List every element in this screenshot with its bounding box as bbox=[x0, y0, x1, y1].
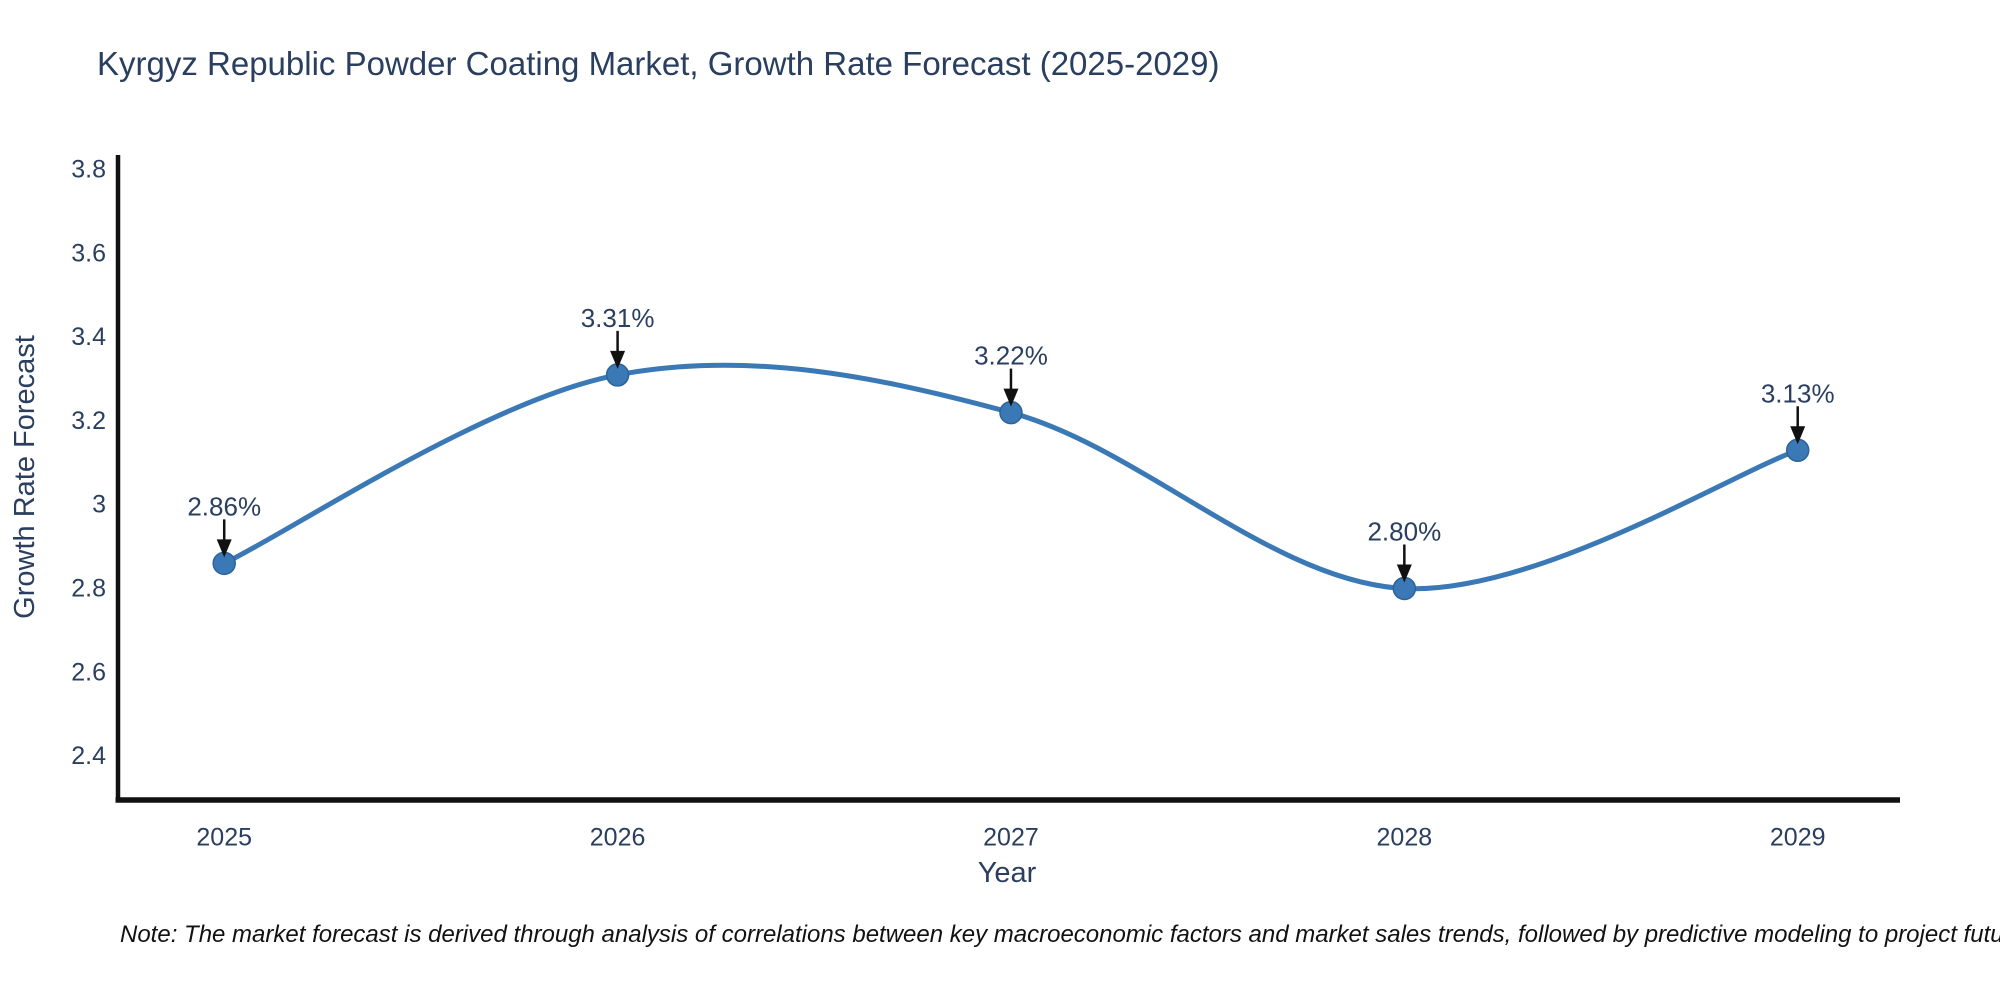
data-point-label: 2.86% bbox=[187, 491, 261, 521]
x-tick-label: 2026 bbox=[590, 824, 646, 852]
footnote: Note: The market forecast is derived thr… bbox=[120, 921, 2000, 948]
annotation-arrowhead-icon bbox=[216, 539, 232, 558]
y-tick-label: 2.4 bbox=[71, 742, 106, 770]
x-tick-label: 2029 bbox=[1770, 824, 1826, 852]
annotation-arrowhead-icon bbox=[1003, 388, 1019, 407]
y-tick-label: 3.2 bbox=[71, 407, 106, 435]
y-tick-label: 2.6 bbox=[71, 658, 106, 686]
x-tick-label: 2025 bbox=[196, 824, 252, 852]
y-tick-label: 2.8 bbox=[71, 574, 106, 602]
data-point-markers bbox=[212, 363, 1810, 601]
x-tick-label: 2028 bbox=[1377, 824, 1433, 852]
data-point-label: 3.22% bbox=[974, 341, 1048, 371]
y-tick-label: 3 bbox=[92, 491, 106, 519]
axes bbox=[115, 155, 1900, 803]
x-tick-labels: 2025 2026 2027 2028 2029 bbox=[196, 824, 1825, 852]
annotation-arrowhead-icon bbox=[610, 350, 626, 369]
y-tick-label: 3.6 bbox=[71, 239, 106, 267]
point-annotations: 2.86% 3.31% 3.22% 2.80% 3.13% bbox=[187, 303, 1835, 583]
data-point-label: 3.31% bbox=[581, 303, 655, 333]
annotation-arrowhead-icon bbox=[1790, 426, 1806, 445]
x-tick-label: 2027 bbox=[983, 824, 1039, 852]
y-axis-title: Growth Rate Forecast bbox=[9, 335, 41, 619]
chart-title: Kyrgyz Republic Powder Coating Market, G… bbox=[97, 45, 1220, 82]
annotation-arrowhead-icon bbox=[1396, 564, 1412, 583]
y-tick-label: 3.8 bbox=[71, 156, 106, 184]
data-point-label: 3.13% bbox=[1761, 378, 1835, 408]
y-tick-label: 3.4 bbox=[71, 323, 106, 351]
x-axis-title: Year bbox=[978, 857, 1037, 889]
data-point-label: 2.80% bbox=[1367, 516, 1441, 546]
y-tick-labels: 3.8 3.6 3.4 3.2 3 2.8 2.6 2.4 bbox=[71, 156, 106, 770]
